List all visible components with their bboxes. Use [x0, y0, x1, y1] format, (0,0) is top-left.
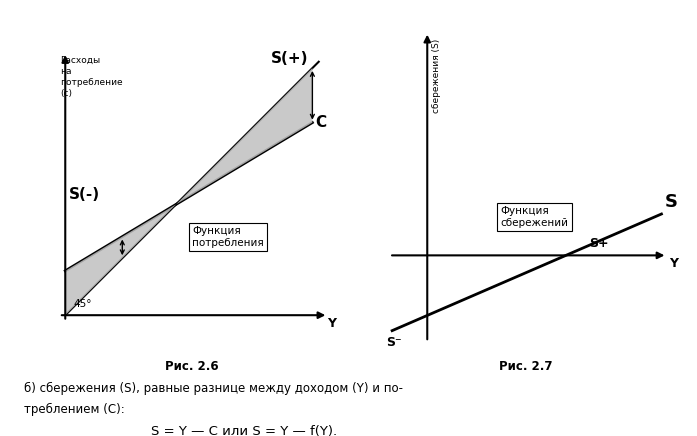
Text: сбережения (S): сбережения (S) — [431, 38, 441, 113]
Text: S(-): S(-) — [68, 187, 100, 202]
Polygon shape — [66, 204, 176, 315]
Text: S(+): S(+) — [271, 51, 309, 66]
Text: Y: Y — [668, 257, 677, 270]
Text: S: S — [664, 193, 677, 211]
Text: б) сбережения (S), равные разнице между доходом (Y) и по-: б) сбережения (S), равные разнице между … — [24, 382, 404, 395]
Text: 45°: 45° — [73, 299, 92, 309]
Text: Рис. 2.6: Рис. 2.6 — [165, 360, 218, 373]
Text: Функция
потребления: Функция потребления — [192, 226, 263, 248]
Text: C: C — [316, 115, 327, 130]
Text: S⁻: S⁻ — [386, 336, 402, 349]
Text: S = Y — C или S = Y — f(Y).: S = Y — C или S = Y — f(Y). — [151, 425, 337, 436]
Text: Y: Y — [327, 317, 336, 330]
Text: треблением (C):: треблением (C): — [24, 403, 125, 416]
Polygon shape — [176, 68, 312, 204]
Text: Рис. 2.7: Рис. 2.7 — [500, 360, 553, 373]
Text: Функция
сбережений: Функция сбережений — [500, 206, 569, 228]
Text: Расходы
на
потребление
(с): Расходы на потребление (с) — [61, 55, 123, 98]
Text: S+: S+ — [590, 237, 609, 250]
